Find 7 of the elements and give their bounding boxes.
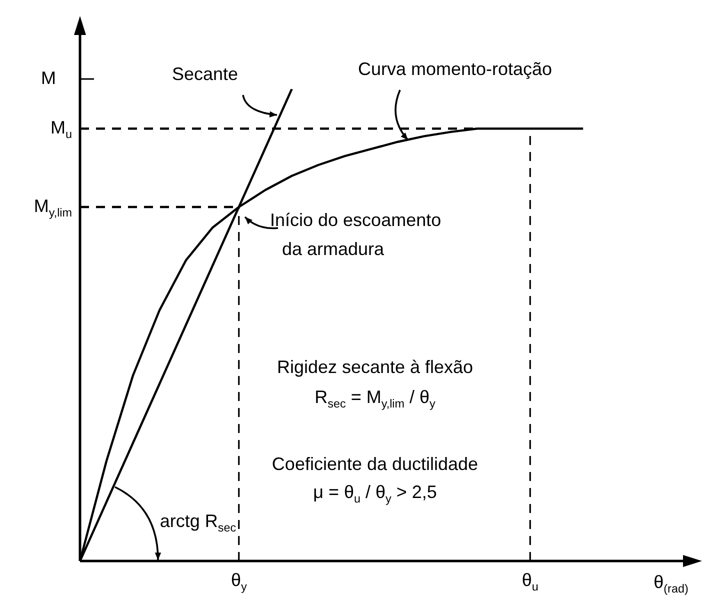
annotation: da armadura: [282, 238, 386, 259]
annotation: Coeficiente da ductilidade: [272, 454, 478, 474]
y-axis-title: M: [41, 68, 56, 88]
text: Curva momento-rotação: [358, 58, 552, 79]
annotation: Rigidez secante à flexão: [276, 356, 474, 377]
annotation: Início do escoamento: [270, 210, 442, 230]
text: Secante: [172, 64, 238, 84]
